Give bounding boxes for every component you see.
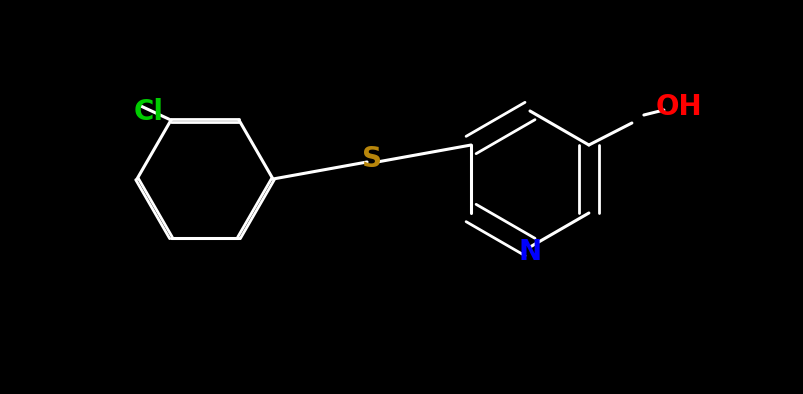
Text: Cl: Cl [134, 98, 164, 126]
Text: S: S [361, 145, 381, 173]
Text: OH: OH [654, 93, 701, 121]
Text: N: N [518, 238, 541, 266]
